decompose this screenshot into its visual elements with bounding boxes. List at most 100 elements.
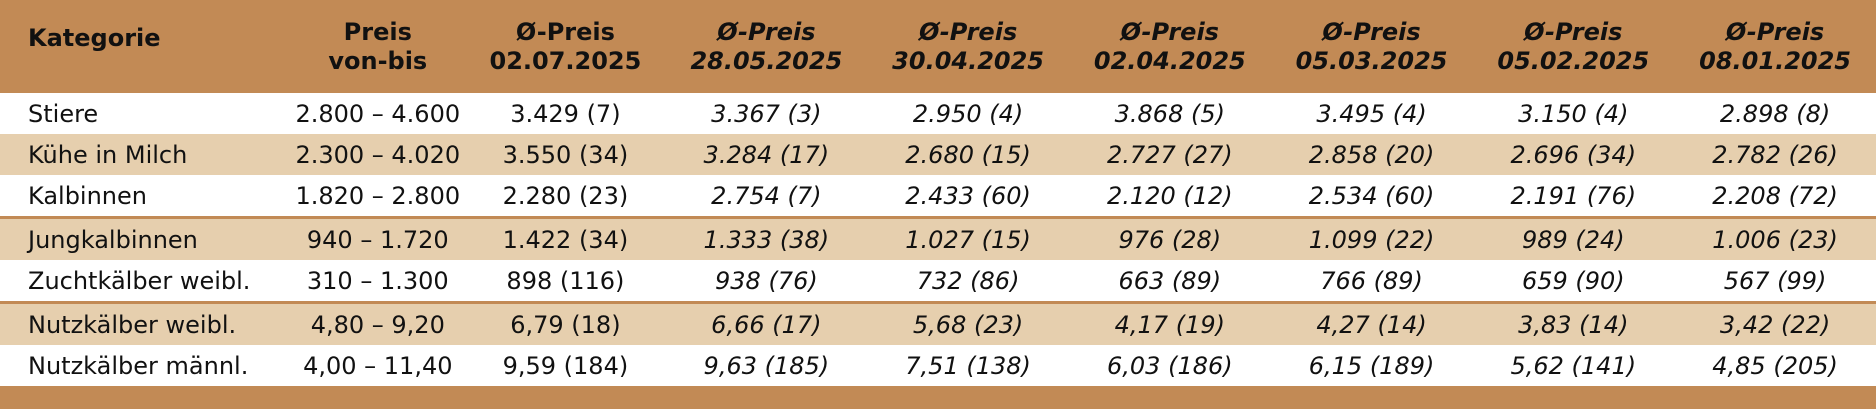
- header-prev-avg-4: Ø-Preis 05.03.2025: [1270, 0, 1473, 93]
- header-line: Ø-Preis: [717, 17, 816, 46]
- avg-price-cell: 2.191 (76): [1472, 175, 1675, 218]
- price-range-cell: 1.820 – 2.800: [290, 175, 466, 218]
- avg-price-cell: 2.433 (60): [867, 175, 1069, 218]
- avg-price-cell: 5,62 (141): [1472, 345, 1675, 386]
- avg-price-cell: 1.422 (34): [465, 216, 666, 260]
- avg-price-cell: 2.534 (60): [1270, 175, 1473, 218]
- avg-price-cell: 3.284 (17): [665, 134, 868, 175]
- avg-price-cell: 2.680 (15): [867, 134, 1069, 175]
- avg-price-cell: 6,66 (17): [665, 301, 868, 345]
- header-current-avg: Ø-Preis 02.07.2025: [465, 0, 666, 93]
- category-cell: Kühe in Milch: [0, 134, 291, 175]
- category-cell: Zuchtkälber weibl.: [0, 260, 291, 303]
- avg-price-cell: 2.727 (27): [1068, 134, 1271, 175]
- avg-price-cell: 3.550 (34): [465, 134, 666, 175]
- category-cell: Kalbinnen: [0, 175, 291, 218]
- avg-price-cell: 1.006 (23): [1674, 216, 1876, 260]
- avg-price-cell: 7,51 (138): [867, 345, 1069, 386]
- header-line: Kategorie: [28, 24, 161, 52]
- avg-price-cell: 6,15 (189): [1270, 345, 1473, 386]
- price-table: Kategorie Preis von-bis Ø-Preis 02.07.20…: [0, 0, 1876, 386]
- price-range-cell: 940 – 1.720: [290, 216, 466, 260]
- price-range-cell: 2.800 – 4.600: [290, 93, 466, 134]
- category-cell: Nutzkälber männl.: [0, 345, 291, 386]
- avg-price-cell: 989 (24): [1472, 216, 1675, 260]
- avg-price-cell: 938 (76): [665, 260, 868, 303]
- price-range-cell: 4,00 – 11,40: [290, 345, 466, 386]
- table-row: Kalbinnen 1.820 – 2.800 2.280 (23) 2.754 (7…: [0, 175, 1876, 218]
- header-prev-avg-2: Ø-Preis 30.04.2025: [867, 0, 1069, 93]
- header-line: 08.01.2025: [1699, 46, 1851, 75]
- avg-price-cell: 3.868 (5): [1068, 93, 1271, 134]
- header-line: Ø-Preis: [515, 17, 615, 46]
- header-line: 02.04.2025: [1093, 46, 1246, 75]
- avg-price-cell: 9,59 (184): [465, 345, 666, 386]
- avg-price-cell: 976 (28): [1068, 216, 1271, 260]
- avg-price-cell: 6,03 (186): [1068, 345, 1271, 386]
- avg-price-cell: 3.495 (4): [1270, 93, 1473, 134]
- avg-price-cell: 3,83 (14): [1472, 301, 1675, 345]
- avg-price-cell: 3.150 (4): [1472, 93, 1675, 134]
- header-line: Ø-Preis: [1120, 17, 1219, 46]
- header-line: 30.04.2025: [892, 46, 1044, 75]
- avg-price-cell: 2.898 (8): [1674, 93, 1876, 134]
- price-range-cell: 310 – 1.300: [290, 260, 466, 303]
- header-line: 05.03.2025: [1295, 46, 1448, 75]
- category-cell: Stiere: [0, 93, 291, 134]
- avg-price-cell: 3.367 (3): [665, 93, 868, 134]
- table-row: Nutzkälber weibl. 4,80 – 9,20 6,79 (18) 6,6…: [0, 301, 1876, 345]
- header-line: Ø-Preis: [1322, 17, 1421, 46]
- header-prev-avg-3: Ø-Preis 02.04.2025: [1068, 0, 1271, 93]
- category-cell: Jungkalbinnen: [0, 216, 291, 260]
- avg-price-cell: 2.696 (34): [1472, 134, 1675, 175]
- avg-price-cell: 4,17 (19): [1068, 301, 1271, 345]
- avg-price-cell: 5,68 (23): [867, 301, 1069, 345]
- price-range-cell: 2.300 – 4.020: [290, 134, 466, 175]
- footer-band: [0, 387, 1876, 409]
- table-row: Stiere 2.800 – 4.600 3.429 (7) 3.367 (3) 2.9…: [0, 93, 1876, 134]
- price-range-cell: 4,80 – 9,20: [290, 301, 466, 345]
- header-line: 28.05.2025: [690, 46, 843, 75]
- avg-price-cell: 3,42 (22): [1674, 301, 1876, 345]
- avg-price-cell: 2.950 (4): [867, 93, 1069, 134]
- avg-price-cell: 2.754 (7): [665, 175, 868, 218]
- header-line: Ø-Preis: [1725, 17, 1825, 46]
- table-row: Nutzkälber männl. 4,00 – 11,40 9,59 (184) 9…: [0, 345, 1876, 386]
- avg-price-cell: 2.280 (23): [465, 175, 666, 218]
- table-row: Zuchtkälber weibl. 310 – 1.300 898 (116) 93…: [0, 260, 1876, 303]
- header-line: 02.07.2025: [489, 46, 642, 75]
- avg-price-cell: 3.429 (7): [465, 93, 666, 134]
- header-prev-avg-1: Ø-Preis 28.05.2025: [665, 0, 868, 93]
- avg-price-cell: 1.027 (15): [867, 216, 1069, 260]
- header-preis-von-bis: Preis von-bis: [290, 0, 466, 93]
- avg-price-cell: 898 (116): [465, 260, 666, 303]
- avg-price-cell: 4,27 (14): [1270, 301, 1473, 345]
- avg-price-cell: 663 (89): [1068, 260, 1271, 303]
- avg-price-cell: 2.120 (12): [1068, 175, 1271, 218]
- header-line: Ø-Preis: [918, 17, 1018, 46]
- avg-price-cell: 6,79 (18): [465, 301, 666, 345]
- header-line: 05.02.2025: [1497, 46, 1650, 75]
- avg-price-cell: 766 (89): [1270, 260, 1473, 303]
- avg-price-cell: 1.333 (38): [665, 216, 868, 260]
- avg-price-cell: 2.782 (26): [1674, 134, 1876, 175]
- avg-price-cell: 567 (99): [1674, 260, 1876, 303]
- header-line: Preis: [343, 17, 412, 46]
- category-cell: Nutzkälber weibl.: [0, 301, 291, 345]
- header-prev-avg-5: Ø-Preis 05.02.2025: [1472, 0, 1675, 93]
- table-body: Stiere 2.800 – 4.600 3.429 (7) 3.367 (3) 2.9…: [0, 93, 1876, 386]
- header-line: von-bis: [328, 46, 428, 75]
- avg-price-cell: 2.858 (20): [1270, 134, 1473, 175]
- avg-price-cell: 732 (86): [867, 260, 1069, 303]
- header-line: Ø-Preis: [1524, 17, 1623, 46]
- header-row: Kategorie Preis von-bis Ø-Preis 02.07.20…: [0, 0, 1876, 93]
- table-row: Kühe in Milch 2.300 – 4.020 3.550 (34) 3.28…: [0, 134, 1876, 175]
- header-prev-avg-6: Ø-Preis 08.01.2025: [1674, 0, 1876, 93]
- avg-price-cell: 9,63 (185): [665, 345, 868, 386]
- avg-price-cell: 1.099 (22): [1270, 216, 1473, 260]
- header-kategorie: Kategorie: [0, 0, 291, 93]
- avg-price-cell: 2.208 (72): [1674, 175, 1876, 218]
- avg-price-cell: 4,85 (205): [1674, 345, 1876, 386]
- table-row: Jungkalbinnen 940 – 1.720 1.422 (34) 1.333 …: [0, 216, 1876, 260]
